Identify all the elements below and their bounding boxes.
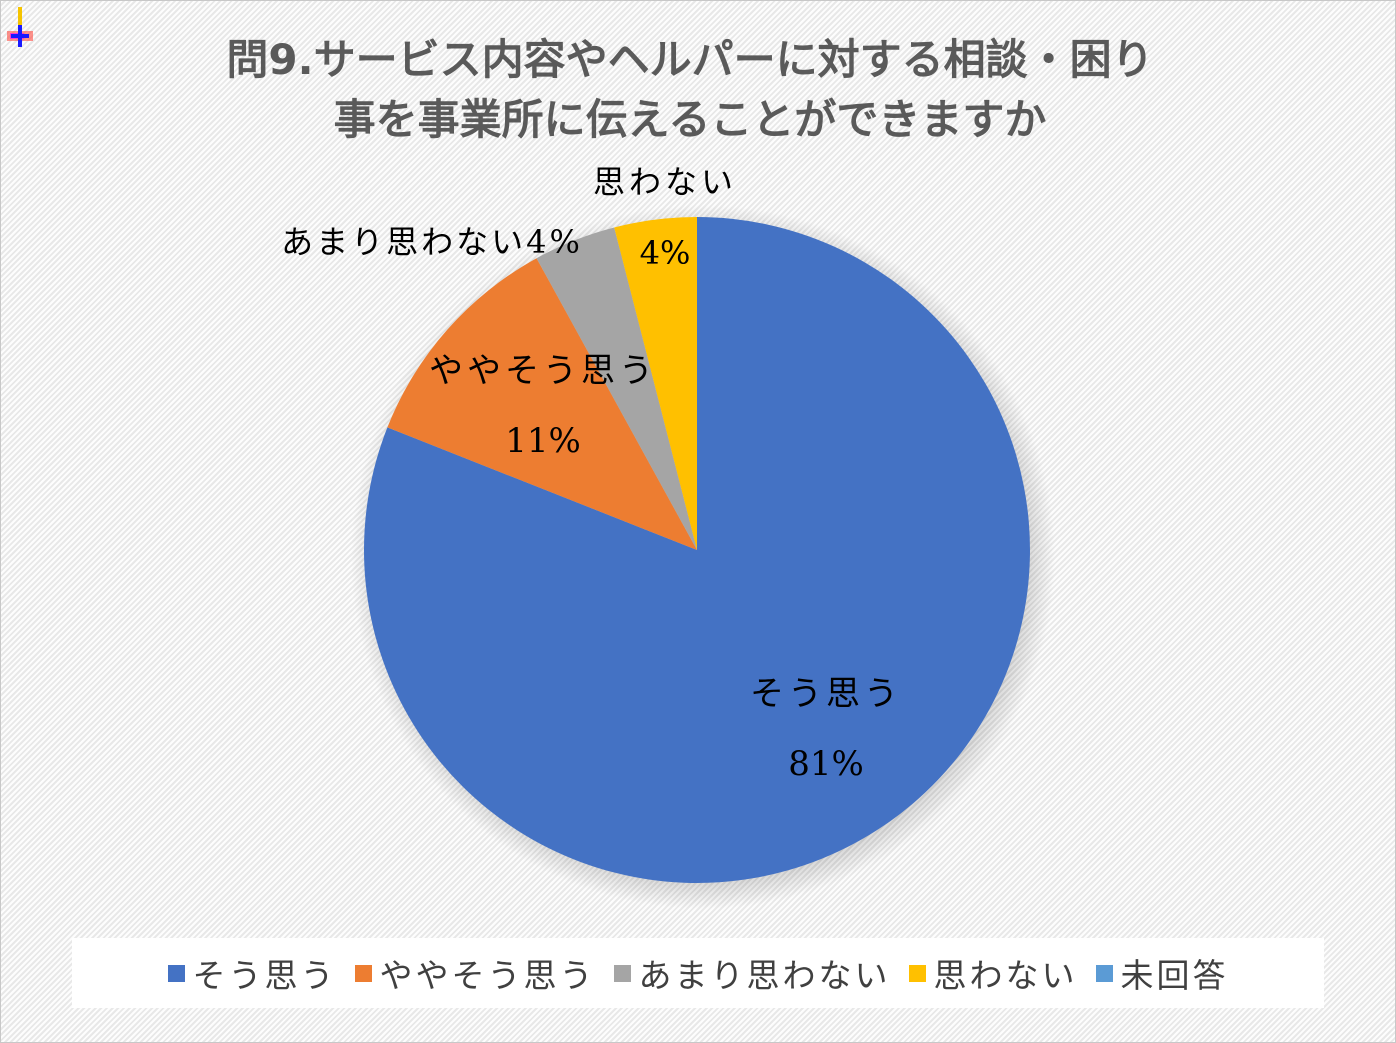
legend: そう思う ややそう思う あまり思わない 思わない 未回答 xyxy=(72,938,1324,1008)
data-label-name-1: ややそう思う xyxy=(429,351,657,391)
legend-label-3: 思わない xyxy=(933,956,1078,995)
legend-swatch-2 xyxy=(613,964,631,982)
data-label-name-3: 思わない xyxy=(593,163,737,201)
data-label-name-0: そう思う xyxy=(750,674,902,714)
pie-slice-2 xyxy=(536,227,697,550)
legend-swatch-4 xyxy=(1095,964,1113,982)
legend-entry-0: そう思う xyxy=(167,949,337,997)
legend-label-1: ややそう思う xyxy=(379,956,596,995)
chart-title-line-2: 事を事業所に伝えることができますか xyxy=(333,95,1047,144)
legend-swatch-0 xyxy=(167,964,185,982)
legend-entry-2: あまり思わない xyxy=(613,949,891,997)
legend-entry-1: ややそう思う xyxy=(354,949,596,997)
data-label-value-0: 81% xyxy=(788,744,864,784)
legend-label-2: あまり思わない xyxy=(638,956,891,995)
move-handle-icon xyxy=(7,7,33,47)
pie-slice-1 xyxy=(387,258,697,550)
legend-label-4: 未回答 xyxy=(1120,956,1229,995)
legend-swatch-3 xyxy=(908,964,926,982)
chart-title-line-1: 問9.サービス内容やヘルパーに対する相談・困り xyxy=(226,35,1154,84)
legend-entry-3: 思わない xyxy=(908,949,1078,997)
pie-slice-3 xyxy=(614,217,697,550)
pie-slice-0 xyxy=(363,217,1030,883)
legend-label-0: そう思う xyxy=(192,956,337,995)
legend-entry-4: 未回答 xyxy=(1095,949,1229,997)
legend-swatch-1 xyxy=(354,964,372,982)
data-label-2: あまり思わない4% xyxy=(281,223,583,261)
chart-title: 問9.サービス内容やヘルパーに対する相談・困り 事を事業所に伝えることができます… xyxy=(100,30,1280,150)
data-label-value-3: 4% xyxy=(640,234,691,272)
data-label-value-1: 11% xyxy=(505,421,581,461)
